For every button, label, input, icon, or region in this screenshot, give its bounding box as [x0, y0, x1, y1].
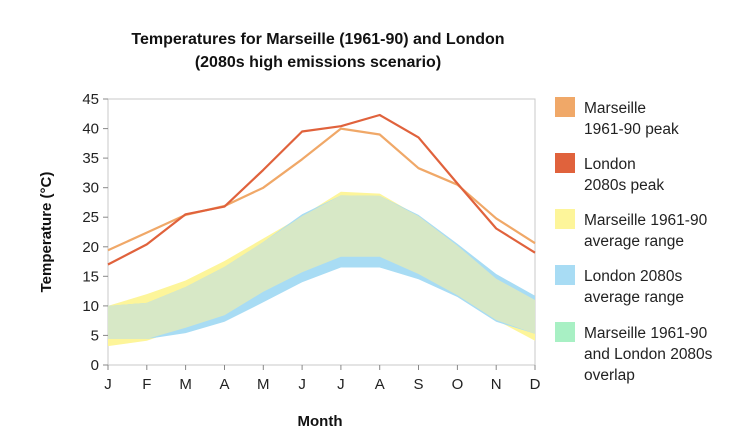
legend-label: Marseille 1961-90 — [584, 325, 708, 342]
y-axis-title: Temperature (°C) — [38, 172, 55, 293]
y-tick-label: 15 — [82, 268, 99, 285]
line-layer — [107, 113, 536, 266]
legend: Marseille 1961-90 peak London 2080s peak Mar… — [555, 97, 713, 384]
y-tick-label: 5 — [91, 327, 99, 344]
y-tick-label: 0 — [91, 357, 99, 374]
chart-title-line-1: Temperatures for Marseille (1961-90) and… — [131, 31, 504, 48]
legend-label: London 2080s — [584, 268, 683, 285]
legend-label: average range — [584, 233, 684, 250]
legend-item-marseille-1961-90-average-range: Marseille 1961-90 average range — [555, 209, 708, 250]
x-tick-label: S — [413, 376, 423, 393]
legend-swatch — [555, 322, 575, 342]
overlap-band — [108, 195, 535, 339]
x-tick-label: M — [257, 376, 270, 393]
range-layer — [108, 191, 535, 347]
plot-area — [107, 98, 536, 366]
x-axis-title: Month — [298, 413, 343, 430]
legend-label: 1961-90 peak — [584, 121, 679, 138]
y-tick-label: 10 — [82, 298, 99, 315]
x-tick-label: O — [452, 376, 464, 393]
legend-label: 2080s peak — [584, 177, 664, 194]
legend-swatch — [555, 265, 575, 285]
x-tick-label: J — [298, 376, 306, 393]
x-tick-label: N — [491, 376, 502, 393]
london-2080s-peak-line — [107, 113, 536, 266]
legend-item-marseille-1961-90-and-london-2080s-overlap: Marseille 1961-90 and London 2080s overlap — [555, 322, 713, 384]
y-tick-label: 30 — [82, 180, 99, 197]
legend-label: Marseille 1961-90 — [584, 212, 708, 229]
legend-label: overlap — [584, 367, 635, 384]
legend-label: London — [584, 156, 636, 173]
legend-label: Marseille — [584, 100, 646, 117]
y-tick-label: 40 — [82, 121, 99, 138]
y-tick-label: 45 — [82, 91, 99, 108]
legend-swatch — [555, 209, 575, 229]
y-axis: 0 5 10 15 20 25 30 35 40 45 — [82, 91, 108, 374]
legend-swatch — [555, 97, 575, 117]
chart-title-line-2: (2080s high emissions scenario) — [195, 54, 441, 71]
y-tick-label: 35 — [82, 150, 99, 167]
x-tick-label: A — [375, 376, 385, 393]
x-tick-label: J — [104, 376, 112, 393]
x-tick-label: F — [142, 376, 151, 393]
x-tick-label: J — [337, 376, 345, 393]
legend-item-london-2080s-peak: London 2080s peak — [555, 153, 664, 194]
y-tick-label: 20 — [82, 239, 99, 256]
legend-label: average range — [584, 289, 684, 306]
x-tick-label: M — [179, 376, 192, 393]
x-tick-label: D — [530, 376, 541, 393]
legend-item-london-2080s-average-range: London 2080s average range — [555, 265, 684, 306]
legend-label: and London 2080s — [584, 346, 713, 363]
x-tick-label: A — [219, 376, 229, 393]
legend-item-marseille-1961-90-peak: Marseille 1961-90 peak — [555, 97, 679, 138]
legend-swatch — [555, 153, 575, 173]
y-tick-label: 25 — [82, 209, 99, 226]
